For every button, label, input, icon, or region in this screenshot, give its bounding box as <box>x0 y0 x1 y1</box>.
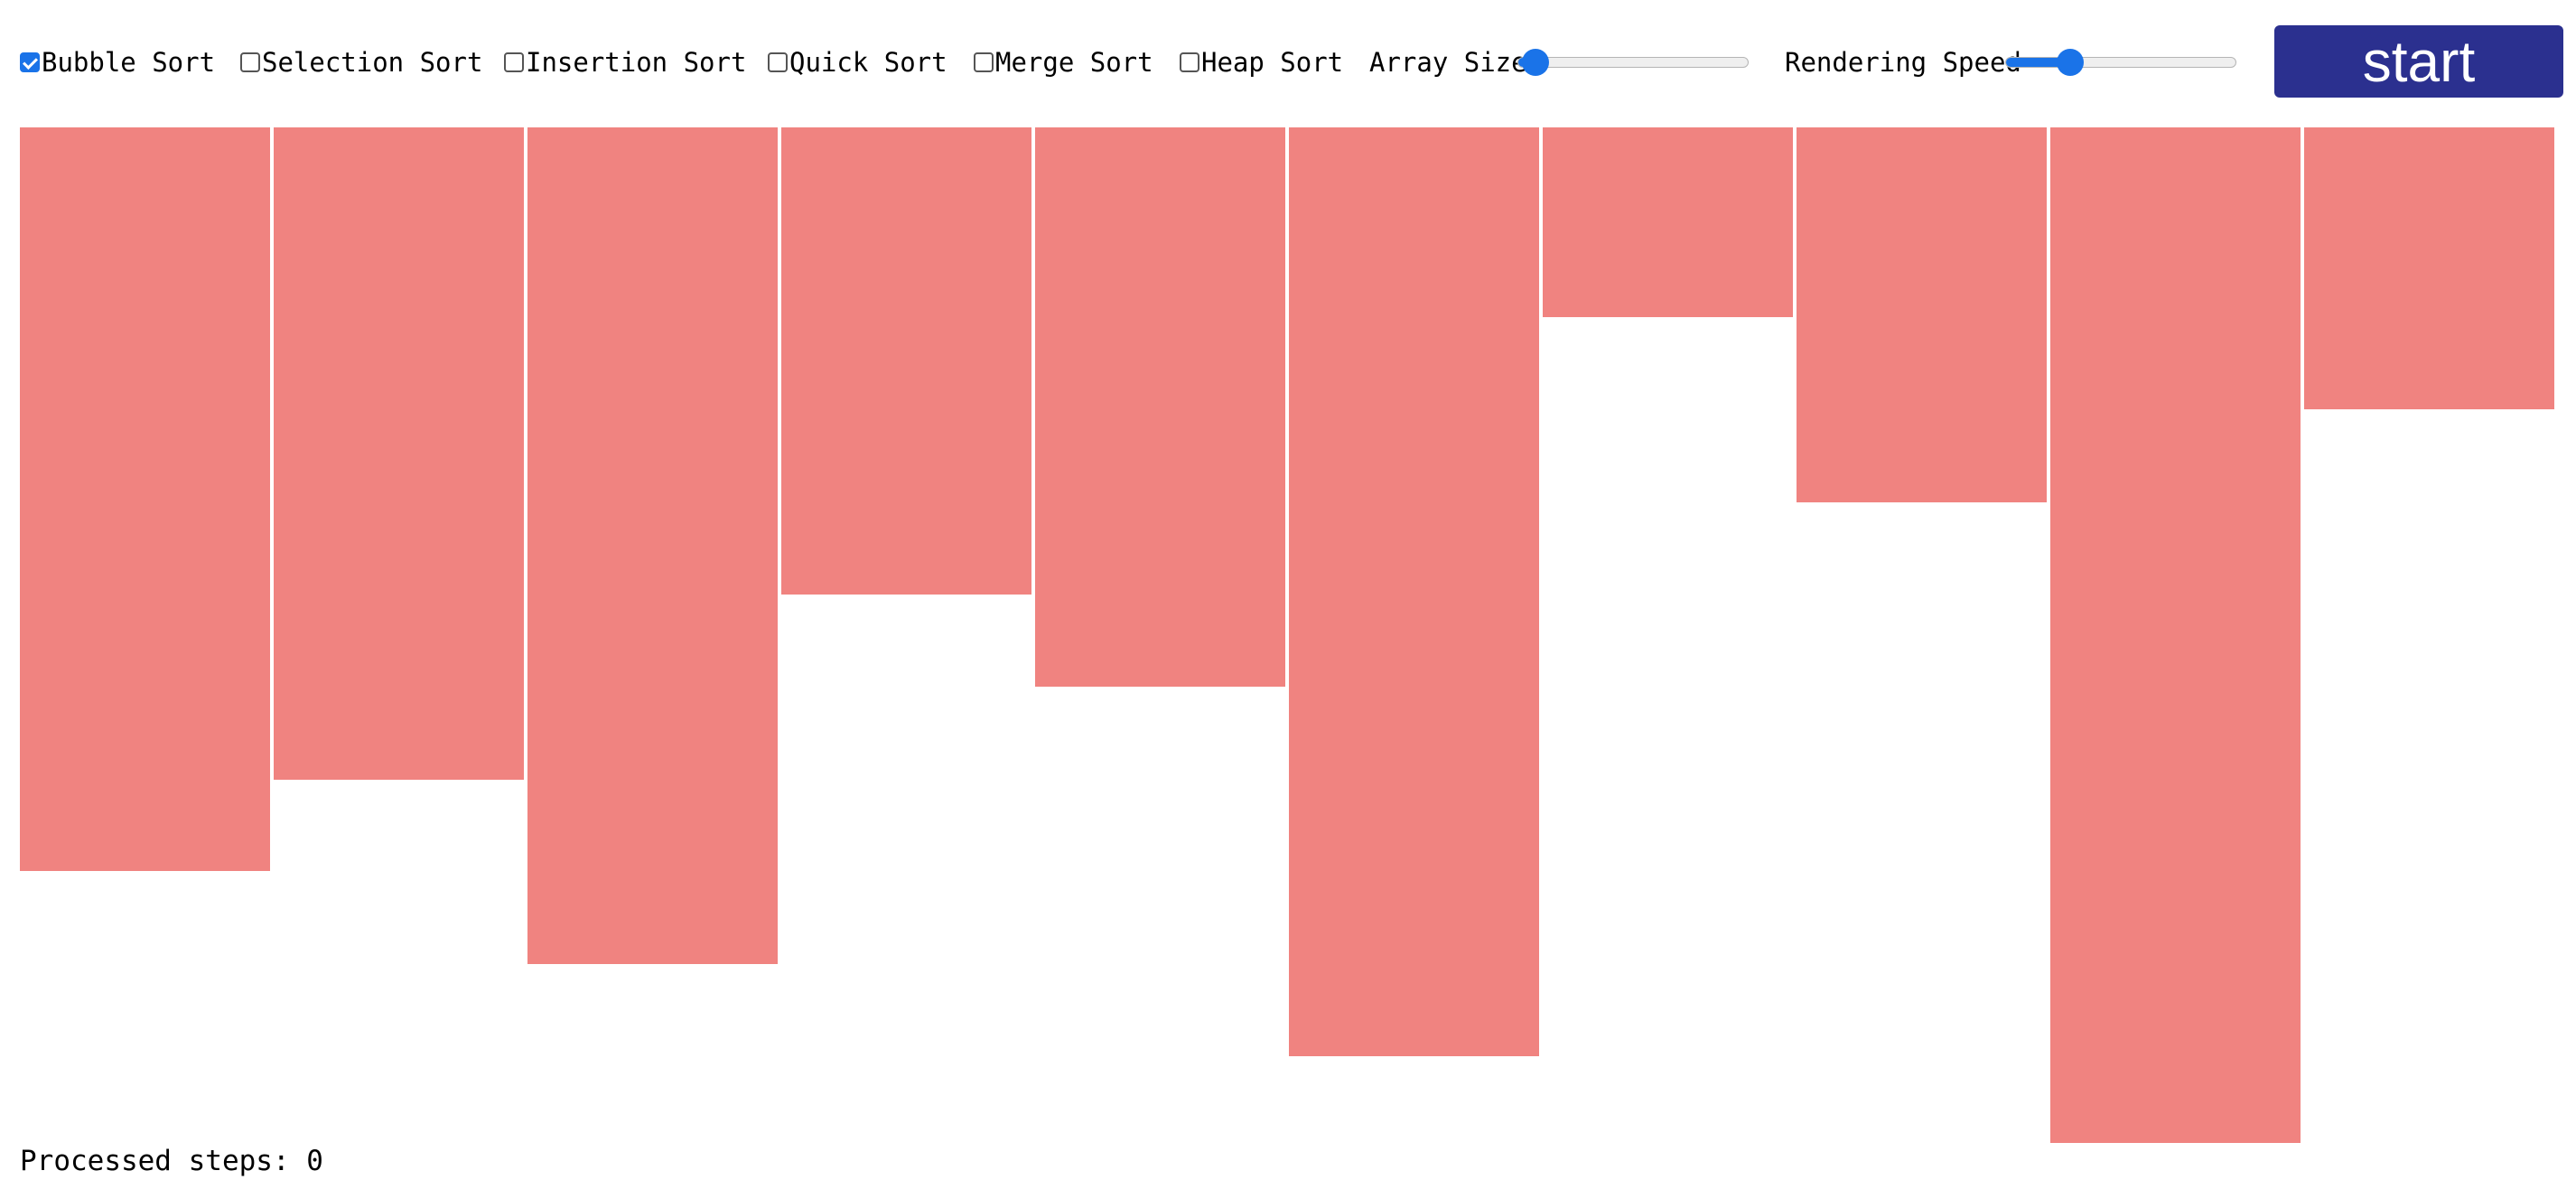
heap-sort-checkbox[interactable] <box>1180 52 1199 72</box>
array-bar-3 <box>527 127 778 964</box>
rendering-speed-label: Rendering Speed <box>1785 47 2021 78</box>
bubble-sort-label: Bubble Sort <box>42 47 216 78</box>
insertion-sort-label: Insertion Sort <box>526 47 747 78</box>
array-bar-10 <box>2304 127 2554 409</box>
merge-sort-option[interactable]: Merge Sort <box>974 45 1153 80</box>
selection-sort-label: Selection Sort <box>262 47 483 78</box>
array-size-track <box>1517 57 1749 68</box>
array-bar-6 <box>1289 127 1539 1056</box>
quick-sort-checkbox[interactable] <box>768 52 788 72</box>
start-button[interactable]: start <box>2274 25 2563 98</box>
array-bar-4 <box>781 127 1031 595</box>
bar-visualization <box>20 127 2563 1143</box>
merge-sort-checkbox[interactable] <box>974 52 994 72</box>
rendering-speed-slider[interactable] <box>2005 49 2236 76</box>
bubble-sort-option[interactable]: Bubble Sort <box>20 45 215 80</box>
processed-steps-status: Processed steps: 0 <box>20 1145 323 1177</box>
heap-sort-option[interactable]: Heap Sort <box>1180 45 1343 80</box>
rendering-speed-track <box>2005 57 2236 68</box>
array-bar-8 <box>1797 127 2047 502</box>
array-bar-9 <box>2050 127 2301 1143</box>
bubble-sort-checkbox[interactable] <box>20 52 40 72</box>
selection-sort-option[interactable]: Selection Sort <box>240 45 482 80</box>
insertion-sort-option[interactable]: Insertion Sort <box>504 45 746 80</box>
array-bar-1 <box>20 127 270 871</box>
rendering-speed-thumb[interactable] <box>2056 49 2084 76</box>
array-bar-5 <box>1035 127 1285 687</box>
array-bar-7 <box>1543 127 1793 317</box>
array-bar-2 <box>274 127 524 780</box>
array-size-label: Array Size <box>1369 47 1527 78</box>
array-size-slider[interactable] <box>1517 49 1749 76</box>
heap-sort-label: Heap Sort <box>1201 47 1344 78</box>
selection-sort-checkbox[interactable] <box>240 52 260 72</box>
merge-sort-label: Merge Sort <box>995 47 1153 78</box>
quick-sort-label: Quick Sort <box>789 47 947 78</box>
array-size-thumb[interactable] <box>1522 49 1550 76</box>
quick-sort-option[interactable]: Quick Sort <box>768 45 947 80</box>
rendering-speed-fill <box>2006 58 2071 67</box>
toolbar: Bubble Sort Selection Sort Insertion Sor… <box>0 0 2576 125</box>
insertion-sort-checkbox[interactable] <box>504 52 524 72</box>
